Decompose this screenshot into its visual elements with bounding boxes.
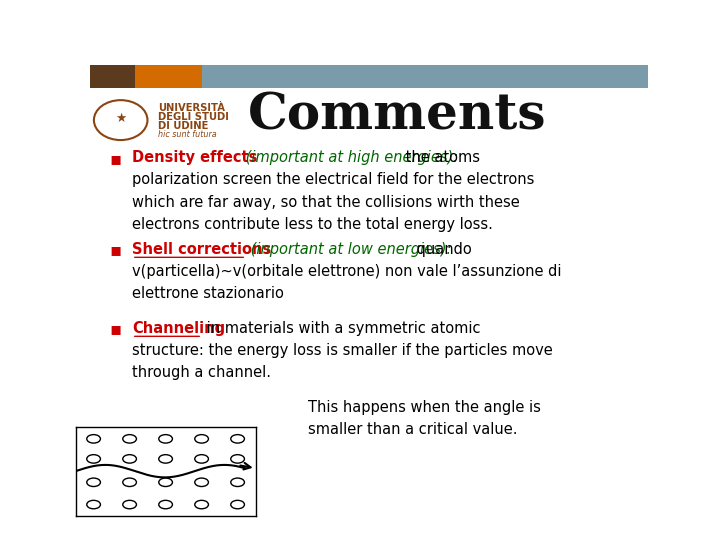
Text: Shell corrections: Shell corrections (132, 241, 271, 256)
Text: hic sunt futura: hic sunt futura (158, 130, 217, 139)
Text: Comments: Comments (248, 92, 546, 141)
Text: ▪: ▪ (109, 150, 122, 168)
FancyBboxPatch shape (135, 65, 202, 87)
Text: This happens when the angle is
smaller than a critical value.: This happens when the angle is smaller t… (307, 400, 541, 437)
FancyBboxPatch shape (90, 65, 135, 87)
Text: DEGLI STUDI: DEGLI STUDI (158, 112, 229, 122)
Text: through a channel.: through a channel. (132, 366, 271, 380)
Text: v(particella)~v(orbitale elettrone) non vale l’assunzione di: v(particella)~v(orbitale elettrone) non … (132, 264, 562, 279)
Text: ▪: ▪ (109, 321, 122, 339)
Text: DI UDINE: DI UDINE (158, 121, 209, 131)
Text: in materials with a symmetric atomic: in materials with a symmetric atomic (202, 321, 481, 335)
Text: structure: the energy loss is smaller if the particles move: structure: the energy loss is smaller if… (132, 343, 553, 358)
Text: electrons contribute less to the total energy loss.: electrons contribute less to the total e… (132, 218, 492, 232)
Text: Channeling: Channeling (132, 321, 225, 335)
FancyBboxPatch shape (202, 65, 648, 87)
Text: the atoms: the atoms (401, 150, 480, 165)
Text: (important at high energies):: (important at high energies): (240, 150, 458, 165)
Text: (inportant at low energies):: (inportant at low energies): (246, 241, 451, 256)
Text: quando: quando (412, 241, 472, 256)
Text: UNIVERSITÀ: UNIVERSITÀ (158, 104, 225, 113)
Text: Density effects: Density effects (132, 150, 257, 165)
Text: polarization screen the electrical field for the electrons: polarization screen the electrical field… (132, 172, 534, 187)
Text: ▪: ▪ (109, 241, 122, 260)
Text: elettrone stazionario: elettrone stazionario (132, 286, 284, 301)
Text: which are far away, so that the collisions wirth these: which are far away, so that the collisio… (132, 195, 520, 210)
Text: ★: ★ (115, 112, 126, 125)
